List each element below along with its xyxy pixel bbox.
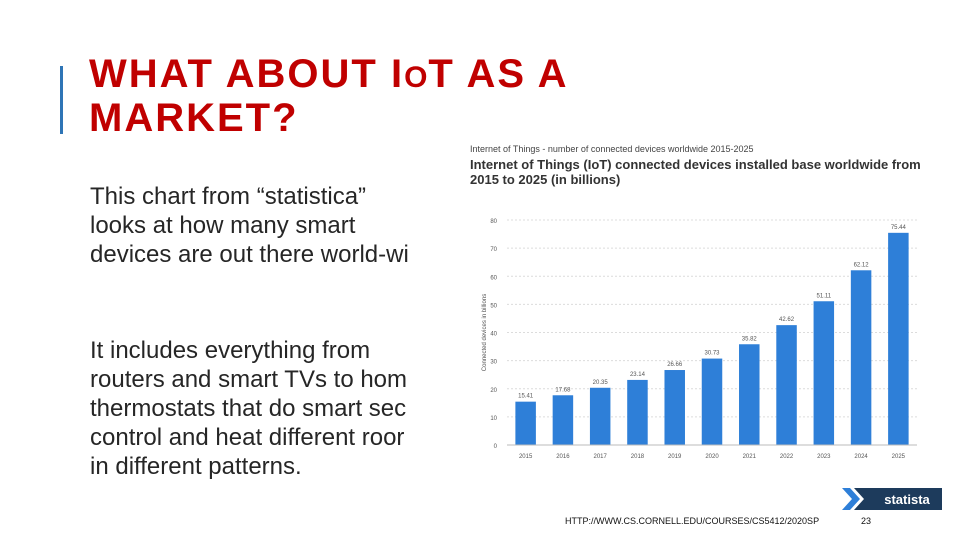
bar	[515, 401, 536, 445]
bar-value-label: 75.44	[891, 225, 907, 231]
statista-logo-text: statista	[884, 492, 930, 507]
title-part-b: T AS A	[428, 52, 569, 96]
y-tick-label: 20	[490, 388, 497, 394]
paragraph-1-line: looks at how many smart	[90, 212, 356, 239]
x-tick-label: 2015	[519, 454, 533, 460]
title-part-a: WHAT ABOUT I	[89, 52, 405, 96]
y-tick-label: 70	[490, 247, 497, 253]
body-paragraph-1: This chart from “statistica” looks at ho…	[90, 182, 458, 269]
x-tick-label: 2022	[780, 454, 794, 460]
bar-value-label: 17.68	[555, 387, 571, 393]
body-paragraph-2: It includes everything from routers and …	[90, 336, 458, 481]
page-number: 23	[861, 516, 872, 526]
x-tick-label: 2019	[668, 454, 682, 460]
paragraph-1-line: devices are out there world-wi	[90, 241, 409, 268]
bar	[664, 370, 685, 445]
y-tick-label: 40	[490, 332, 497, 338]
bar-value-label: 51.11	[817, 293, 832, 299]
paragraph-1-line: This chart from “statistica”	[90, 183, 367, 210]
bar	[552, 395, 574, 445]
chart-panel: Internet of Things - number of connected…	[462, 140, 954, 520]
slide-title: WHAT ABOUT IOT AS A MARKET?	[89, 54, 729, 138]
slide-title-line-1: WHAT ABOUT IOT AS A	[89, 54, 729, 98]
slide-title-line-2: MARKET?	[89, 96, 299, 140]
y-tick-label: 30	[490, 360, 497, 366]
bar-value-label: 35.82	[742, 336, 758, 342]
bar	[888, 232, 909, 445]
x-tick-label: 2020	[705, 454, 719, 460]
chart-title-line: 2015 to 2025 (in billions)	[470, 172, 621, 187]
statista-logo	[854, 488, 942, 510]
bar	[739, 344, 760, 445]
title-accent-bar	[60, 66, 63, 134]
bar-value-label: 20.35	[593, 380, 609, 386]
title-part-o: O	[404, 61, 429, 94]
x-tick-label: 2018	[631, 454, 645, 460]
chart-caption: Internet of Things - number of connected…	[470, 144, 754, 154]
y-tick-label: 80	[490, 219, 497, 225]
bar-chart: 0 10 20 30 40 50 60 70 80 Connected devices in bi…	[482, 219, 942, 510]
bar	[776, 325, 797, 445]
paragraph-2-line: control and heat different roor	[90, 424, 405, 451]
x-tick-label: 2017	[594, 454, 608, 460]
bar	[701, 358, 723, 445]
bar-value-label: 62.12	[854, 262, 870, 268]
bar	[813, 301, 835, 445]
bar	[589, 387, 611, 445]
y-tick-label: 10	[490, 416, 497, 422]
bar	[627, 379, 648, 445]
statista-logo-chevron	[842, 488, 860, 510]
paragraph-2-line: It includes everything from	[90, 337, 371, 364]
x-tick-label: 2023	[817, 454, 831, 460]
bar-value-label: 30.73	[704, 351, 720, 357]
paragraph-2-line: routers and smart TVs to hom	[90, 366, 408, 393]
bar-value-label: 26.66	[667, 362, 683, 368]
x-tick-label: 2024	[854, 454, 868, 460]
y-tick-label: 60	[490, 275, 497, 281]
paragraph-2-line: thermostats that do smart sec	[90, 395, 407, 422]
footer-url: HTTP://WWW.CS.CORNELL.EDU/COURSES/CS5412…	[565, 516, 820, 526]
x-tick-label: 2016	[556, 454, 570, 460]
bar	[850, 270, 872, 445]
x-tick-label: 2025	[892, 454, 906, 460]
x-tick-label: 2021	[743, 454, 757, 460]
bar-value-label: 15.41	[518, 394, 534, 400]
bar-value-label: 42.62	[779, 317, 795, 323]
chart-title-line: Internet of Things (IoT) connected devic…	[470, 157, 921, 172]
y-tick-label: 0	[494, 444, 498, 450]
paragraph-2-line: in different patterns.	[90, 453, 302, 480]
chart-title: Internet of Things (IoT) connected devic…	[470, 157, 940, 187]
y-axis-label: Connected devices in billions	[482, 294, 488, 371]
y-tick-label: 50	[490, 303, 497, 309]
bar-value-label: 23.14	[630, 372, 646, 378]
